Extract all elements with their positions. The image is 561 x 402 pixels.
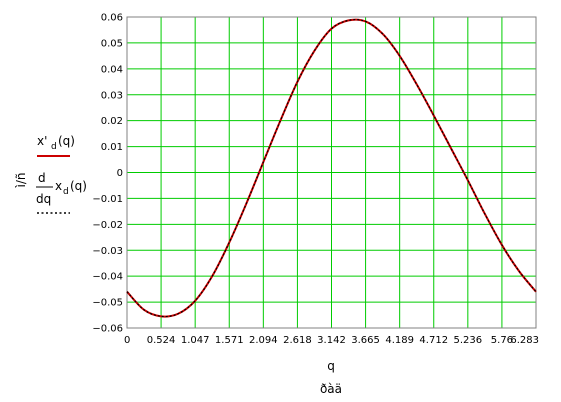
legend-1-main: x' bbox=[37, 134, 47, 148]
x-tick-label: 3.665 bbox=[351, 335, 380, 346]
y-tick-label: −0.05 bbox=[92, 298, 123, 309]
legend-2-main: x bbox=[55, 179, 62, 193]
x-tick-label: 0 bbox=[124, 335, 130, 346]
y-tick-label: −0.02 bbox=[92, 220, 123, 231]
x-tick-labels: 0 0.524 1.047 1.571 2.094 2.618 3.142 3.665 4.18… bbox=[124, 335, 539, 346]
y-tick-label: −0.03 bbox=[92, 246, 123, 257]
x-tick-label: 5.76 bbox=[491, 335, 513, 346]
legend-entry-2: d dq x d (q) bbox=[36, 171, 87, 214]
y-tick-label: 0.05 bbox=[101, 38, 123, 49]
y-tick-label: 0.04 bbox=[101, 64, 123, 75]
x-tick-label: 2.094 bbox=[249, 335, 278, 346]
x-tick-label: 3.142 bbox=[317, 335, 346, 346]
legend-2-sub: d bbox=[63, 187, 69, 197]
legend-1-arg: (q) bbox=[58, 134, 75, 148]
x-tick-label: 4.189 bbox=[385, 335, 414, 346]
y-tick-label: 0 bbox=[117, 168, 123, 179]
grid-lines bbox=[126, 16, 537, 329]
x-tick-label: 2.618 bbox=[283, 335, 312, 346]
x-tick-label: 1.571 bbox=[215, 335, 244, 346]
x-axis-variable: q bbox=[327, 359, 335, 373]
series-line-derivative bbox=[126, 18, 537, 318]
x-tick-label: 5.236 bbox=[454, 335, 483, 346]
y-tick-label: 0.02 bbox=[101, 116, 123, 127]
y-tick-label: 0.01 bbox=[101, 142, 123, 153]
x-tick-label: 0.524 bbox=[147, 335, 176, 346]
series-layer bbox=[126, 18, 537, 318]
legend-2-numerator: d bbox=[38, 171, 46, 185]
y-tick-label: 0.06 bbox=[101, 13, 123, 24]
y-tick-label: 0.03 bbox=[101, 90, 123, 101]
x-tick-label: 6.283 bbox=[510, 335, 539, 346]
plot-area-frame bbox=[126, 16, 537, 329]
x-axis-unit: ðàä bbox=[320, 382, 342, 396]
legend-2-denominator: dq bbox=[36, 192, 51, 206]
legend-1-sub: d bbox=[51, 142, 57, 152]
legend-2-arg: (q) bbox=[70, 179, 87, 193]
y-tick-label: −0.06 bbox=[92, 324, 123, 335]
x-tick-label: 4.712 bbox=[419, 335, 448, 346]
legend-entry-1: x' d (q) bbox=[37, 134, 75, 157]
y-axis-unit: ì/ñ bbox=[14, 173, 28, 189]
y-tick-label: −0.04 bbox=[92, 272, 123, 283]
y-tick-labels: 0.06 0.05 0.04 0.03 0.02 0.01 0 −0.01 −0.02 −0.03… bbox=[92, 13, 123, 335]
y-tick-label: −0.01 bbox=[92, 194, 123, 205]
x-tick-label: 1.047 bbox=[181, 335, 210, 346]
